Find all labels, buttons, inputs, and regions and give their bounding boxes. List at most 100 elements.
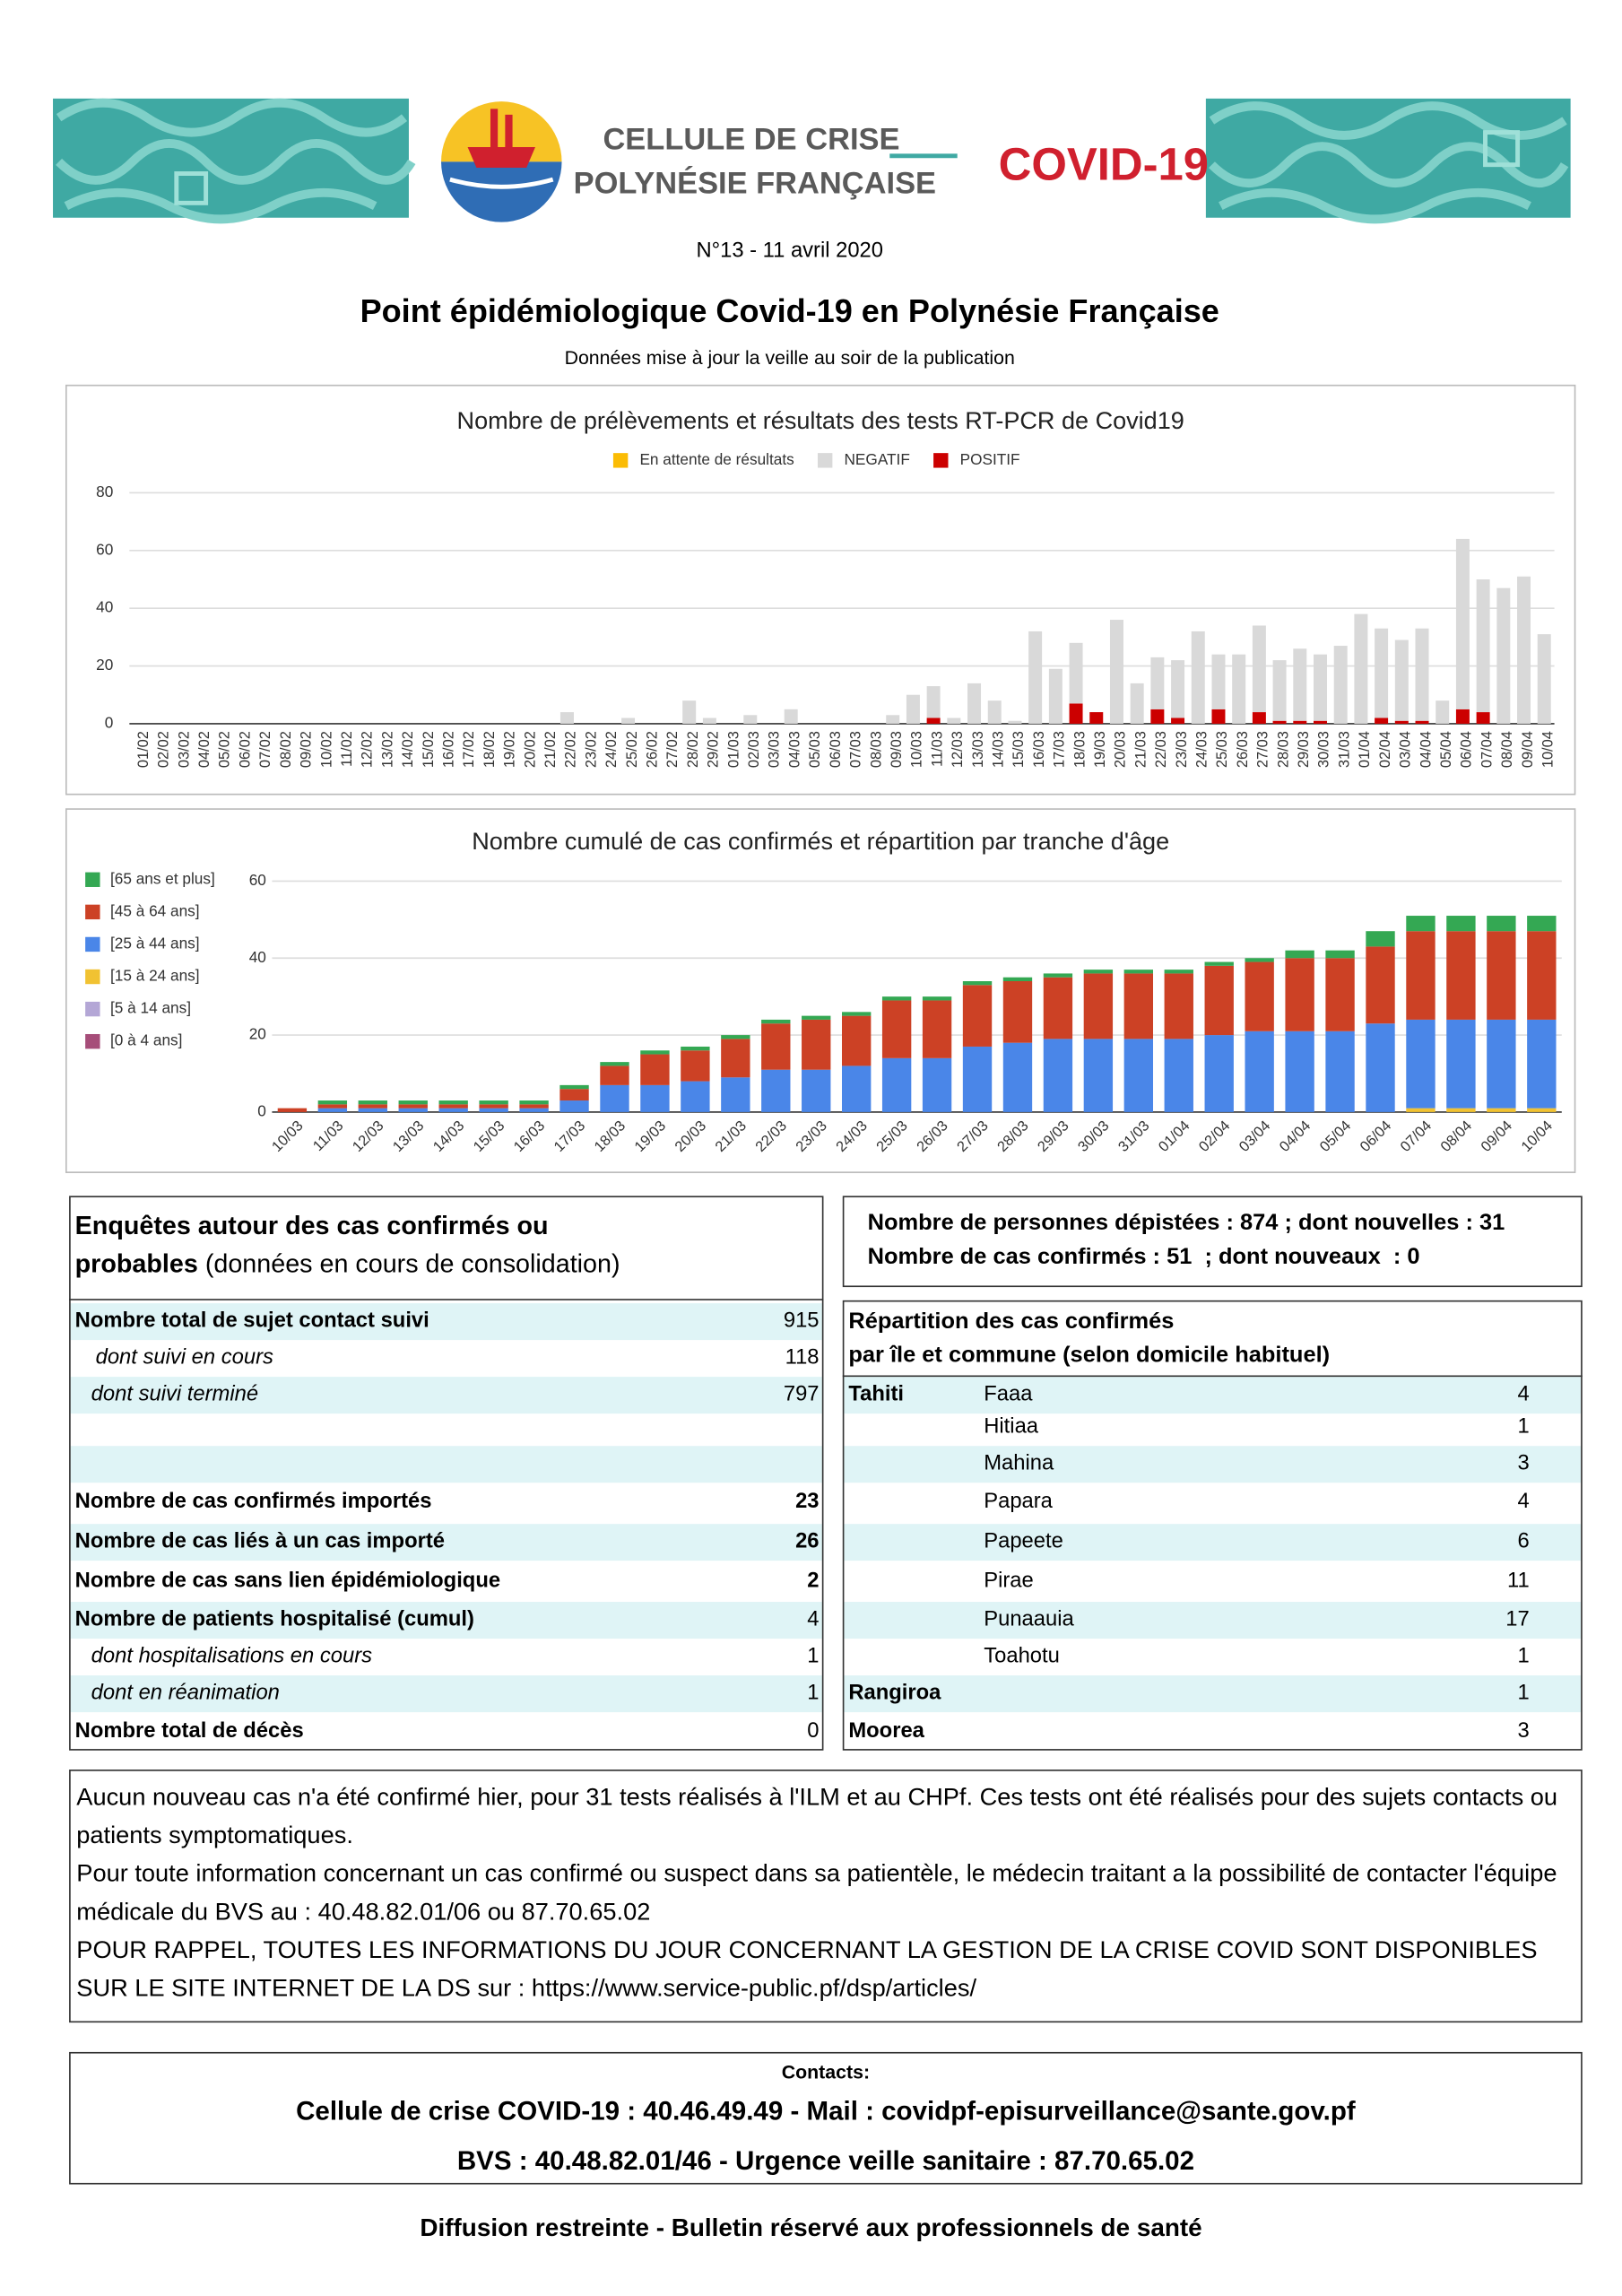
- bar: [621, 718, 636, 724]
- bar: [1366, 931, 1395, 947]
- row-commune: Toahotu: [984, 1644, 1060, 1668]
- bar: [1527, 1108, 1557, 1112]
- row-label: Nombre de cas liés à un cas importé: [74, 1529, 446, 1553]
- bar: [922, 1000, 952, 1058]
- x-tick-label: 23/02: [583, 731, 599, 768]
- x-tick-label: 18/03: [591, 1118, 629, 1155]
- bar: [1089, 712, 1104, 724]
- bar: [802, 1019, 831, 1070]
- x-tick-label: 22/03: [752, 1118, 790, 1155]
- x-tick-label: 26/02: [645, 731, 661, 768]
- title: Point épidémiologique Covid-19 en Polyné…: [360, 292, 1219, 329]
- x-tick-label: 12/03: [350, 1118, 387, 1155]
- x-tick-label: 15/02: [421, 731, 437, 768]
- bar: [1394, 639, 1409, 721]
- x-tick-label: 06/04: [1357, 1118, 1395, 1155]
- x-tick-label: 04/04: [1277, 1118, 1314, 1155]
- row-stripe: [70, 1377, 822, 1414]
- x-tick-label: 08/02: [278, 731, 294, 768]
- bar: [1272, 660, 1287, 721]
- chart-frame: [65, 384, 1576, 796]
- bar: [926, 686, 941, 718]
- x-tick-label: 16/03: [511, 1118, 549, 1155]
- bar: [438, 1108, 468, 1112]
- summary-box: [842, 1196, 1583, 1288]
- row-island: Moorea: [848, 1719, 924, 1744]
- subtitle: Données mise à jour la veille au soir de…: [565, 347, 1015, 369]
- x-tick-label: 28/02: [685, 731, 701, 768]
- bar: [1083, 1039, 1114, 1112]
- bar: [1314, 654, 1327, 721]
- bar: [1415, 720, 1429, 724]
- bar: [1130, 683, 1144, 724]
- bar: [1002, 1042, 1033, 1112]
- bar: [721, 1077, 750, 1112]
- x-tick-label: 14/02: [400, 731, 416, 768]
- bar: [1517, 576, 1531, 724]
- x-tick-label: 06/04: [1459, 731, 1475, 768]
- bar: [1476, 578, 1490, 713]
- investigation-table: [69, 1196, 824, 1751]
- bar: [1446, 931, 1476, 1020]
- row-value: 0: [807, 1719, 820, 1744]
- y-tick-label: 60: [96, 540, 113, 558]
- bar: [1252, 712, 1266, 724]
- x-tick-label: 03/02: [176, 731, 192, 768]
- x-tick-label: 08/03: [868, 731, 884, 768]
- legend-label: [45 à 64 ans]: [110, 901, 200, 919]
- x-tick-label: 22/03: [1153, 731, 1169, 768]
- bar: [1150, 709, 1165, 724]
- x-tick-label: 05/03: [807, 731, 823, 768]
- bar: [1314, 720, 1327, 724]
- bar: [1028, 631, 1043, 724]
- row-value: 4: [1517, 1490, 1530, 1514]
- x-tick-label: 04/02: [196, 731, 213, 768]
- bar: [702, 718, 716, 724]
- bar: [1333, 646, 1348, 724]
- distribution-table: [842, 1300, 1583, 1751]
- row-value: 1: [1517, 1414, 1530, 1439]
- x-tick-label: 11/02: [339, 731, 355, 767]
- bar: [559, 1084, 589, 1090]
- legend-swatch: [817, 453, 833, 468]
- chart-frame: [65, 808, 1576, 1173]
- row-value: 3: [1517, 1451, 1530, 1476]
- row-island: Tahiti: [848, 1382, 904, 1406]
- bar: [358, 1108, 387, 1112]
- x-tick-label: 01/04: [1357, 731, 1373, 768]
- x-tick-label: 13/03: [970, 731, 986, 768]
- bar: [1123, 970, 1154, 974]
- bar: [1394, 720, 1409, 724]
- bar: [1083, 970, 1114, 974]
- bar: [1048, 668, 1063, 724]
- x-tick-label: 01/04: [1156, 1118, 1193, 1155]
- table-heading: par île et commune (selon domicile habit…: [848, 1343, 1331, 1369]
- x-tick-label: 09/04: [1478, 1118, 1515, 1155]
- x-tick-label: 05/02: [217, 731, 233, 768]
- legend-label: [25 à 44 ans]: [110, 934, 200, 952]
- row-label: Nombre de patients hospitalisé (cumul): [74, 1607, 474, 1631]
- x-tick-label: 23/03: [793, 1118, 830, 1155]
- contacts-line: Cellule de crise COVID-19 : 40.46.49.49 …: [296, 2096, 1356, 2126]
- bar: [1150, 657, 1165, 709]
- bar: [1487, 1108, 1516, 1112]
- bar: [1375, 628, 1389, 718]
- x-tick-label: 21/02: [542, 731, 559, 768]
- contacts-label: Contacts:: [781, 2060, 871, 2083]
- x-tick-label: 05/04: [1317, 1118, 1355, 1155]
- x-tick-label: 13/02: [379, 731, 395, 768]
- x-tick-label: 31/03: [1336, 731, 1352, 768]
- row-value: 11: [1507, 1569, 1530, 1594]
- issue: N°13 - 11 avril 2020: [696, 239, 883, 263]
- x-tick-label: 22/02: [563, 731, 579, 768]
- row-value: 2: [807, 1569, 820, 1594]
- bar: [1285, 950, 1314, 959]
- bar: [962, 985, 993, 1047]
- y-tick-label: 40: [96, 598, 113, 616]
- bar: [438, 1104, 468, 1109]
- bar: [1487, 1019, 1516, 1109]
- bar: [761, 1023, 791, 1070]
- bar: [886, 715, 900, 724]
- row-value: 915: [783, 1309, 820, 1333]
- x-tick-label: 27/02: [664, 731, 681, 768]
